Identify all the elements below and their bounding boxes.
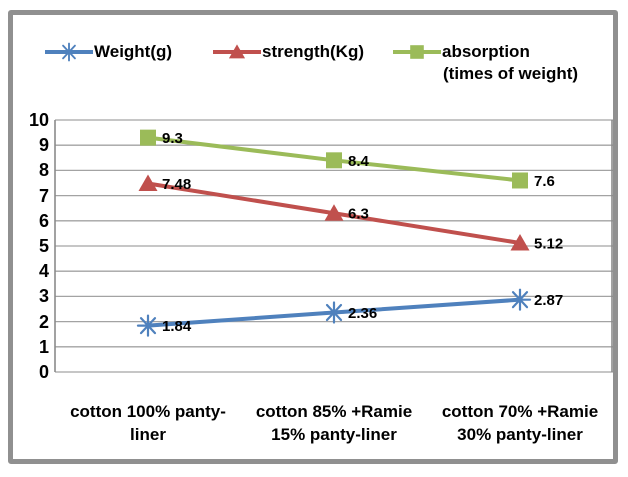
- asterisk-marker-icon: [508, 288, 532, 311]
- y-axis-tick-label: 1: [38, 336, 49, 357]
- triangle-marker-icon: [324, 204, 344, 221]
- data-label: 7.48: [162, 176, 191, 193]
- y-axis-tick-label: 2: [38, 311, 49, 332]
- y-axis-tick-label: 9: [38, 135, 49, 156]
- x-axis-category-label-2: cotton 85% +Ramie 15% panty-liner: [255, 402, 413, 444]
- absorption-series-marker-icon: [393, 41, 441, 63]
- x-axis-labels: cotton 100% panty- liner cotton 85% +Ram…: [55, 400, 613, 446]
- data-label: 7.6: [534, 173, 555, 190]
- square-legend-swatch: [393, 45, 441, 59]
- asterisk-marker-icon: [322, 301, 346, 324]
- y-axis-tick-label: 3: [38, 286, 49, 307]
- data-label: 8.4: [348, 153, 370, 170]
- legend-label-absorption: absorption: [442, 42, 530, 61]
- data-label: 2.87: [534, 292, 563, 309]
- legend-label-weight: Weight(g): [94, 42, 173, 61]
- y-axis-tick-label: 4: [38, 261, 49, 282]
- data-label: 5.12: [534, 235, 563, 252]
- plot-area: 1.84 2.36 2.87 7.48 6.3 5.12 9.3 8.4 7.6: [54, 119, 613, 373]
- legend-label-absorption-line2: (times of weight): [443, 64, 579, 83]
- square-marker-icon: [410, 45, 424, 59]
- chart-frame: Weight(g) strength(Kg) absorption (times…: [8, 10, 618, 464]
- y-axis-tick-label: 0: [38, 362, 49, 382]
- y-axis-tick-label: 10: [28, 110, 49, 130]
- data-label: 9.3: [162, 130, 183, 147]
- square-marker-icon: [326, 152, 342, 169]
- triangle-marker-icon: [228, 44, 246, 59]
- y-axis-tick-label: 7: [38, 185, 49, 206]
- data-label: 2.36: [348, 305, 377, 322]
- legend-item-weight: Weight(g): [45, 41, 172, 63]
- x-axis-category-label-1: cotton 100% panty- liner: [70, 402, 226, 444]
- legend-label-strength: strength(Kg): [262, 42, 364, 61]
- weight-series-marker-icon: [45, 41, 93, 63]
- asterisk-marker-icon: [136, 314, 160, 337]
- triangle-marker-icon: [510, 233, 530, 251]
- triangle-legend-swatch: [213, 44, 261, 59]
- legend-item-strength: strength(Kg): [213, 41, 364, 63]
- x-axis-category-label-3: cotton 70% +Ramie 30% panty-liner: [441, 402, 599, 444]
- asterisk-legend-swatch: [45, 42, 93, 62]
- y-axis-labels: 0 1 2 3 4 5 6 7 8 9 10: [13, 15, 51, 459]
- strength-series-marker-icon: [213, 41, 261, 63]
- y-axis-tick-label: 8: [38, 160, 49, 181]
- data-label: 6.3: [348, 206, 369, 223]
- data-label: 1.84: [162, 318, 192, 335]
- legend-item-absorption: absorption (times of weight): [393, 41, 578, 85]
- y-axis-tick-label: 6: [38, 210, 49, 231]
- square-marker-icon: [140, 129, 156, 146]
- triangle-marker-icon: [138, 174, 158, 192]
- square-marker-icon: [512, 172, 528, 189]
- y-axis-tick-label: 5: [38, 236, 49, 256]
- asterisk-marker-icon: [59, 42, 79, 62]
